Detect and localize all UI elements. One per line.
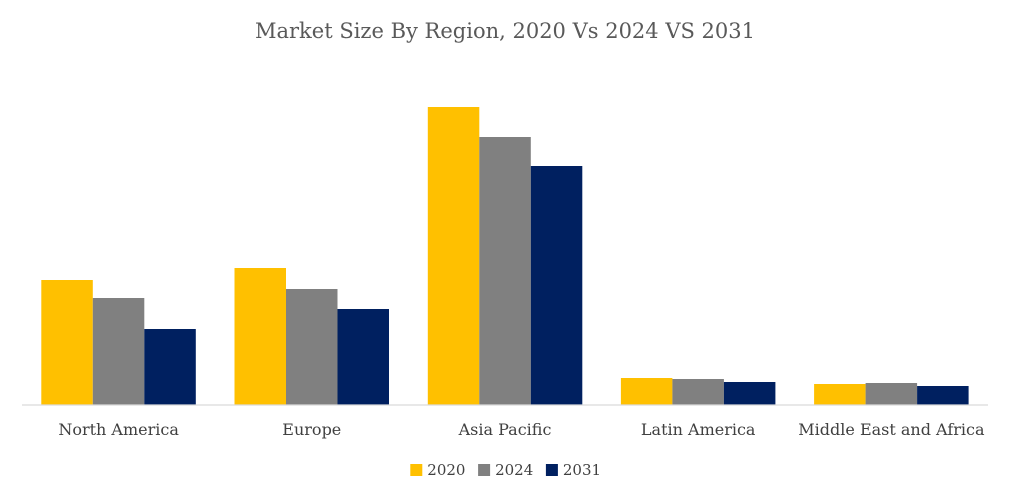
- category-label-asia-pacific: Asia Pacific: [458, 420, 552, 439]
- category-label-north-america: North America: [58, 420, 179, 439]
- bar-north-america-2031: [144, 329, 196, 405]
- legend-swatch-2020: [410, 464, 423, 476]
- bar-north-america-2020: [41, 280, 93, 405]
- bar-europe-2020: [234, 268, 286, 405]
- bar-asia-pacific-2024: [479, 137, 531, 405]
- bar-europe-2031: [337, 309, 389, 405]
- bar-north-america-2024: [92, 298, 145, 405]
- bar-latin-america-2024: [672, 379, 724, 405]
- bar-asia-pacific-2031: [530, 166, 583, 405]
- legend-swatch-2031: [545, 464, 558, 476]
- legend-label-2024: 2024: [495, 461, 533, 479]
- category-labels: North America Europe Asia Pacific Latin Ame…: [58, 420, 985, 439]
- bar-latin-america-2031: [723, 382, 776, 405]
- bar-europe-2024: [286, 289, 338, 405]
- legend: 2020 2024 2031: [410, 461, 601, 479]
- bar-middle-east-and-africa-2020: [814, 384, 866, 405]
- bar-asia-pacific-2020: [427, 107, 480, 405]
- bar-middle-east-and-africa-2024: [865, 383, 918, 405]
- chart-title: Market Size By Region, 2020 Vs 2024 VS 2…: [255, 19, 755, 43]
- legend-swatch-2024: [478, 464, 491, 476]
- bar-latin-america-2020: [620, 378, 673, 405]
- category-label-europe: Europe: [282, 420, 341, 439]
- legend-label-2020: 2020: [427, 461, 465, 479]
- category-label-latin-america: Latin America: [641, 420, 756, 439]
- bar-middle-east-and-africa-2031: [917, 386, 969, 405]
- category-label-middle-east-and-africa: Middle East and Africa: [798, 420, 985, 439]
- bars-group: [41, 107, 969, 405]
- legend-label-2031: 2031: [563, 461, 601, 479]
